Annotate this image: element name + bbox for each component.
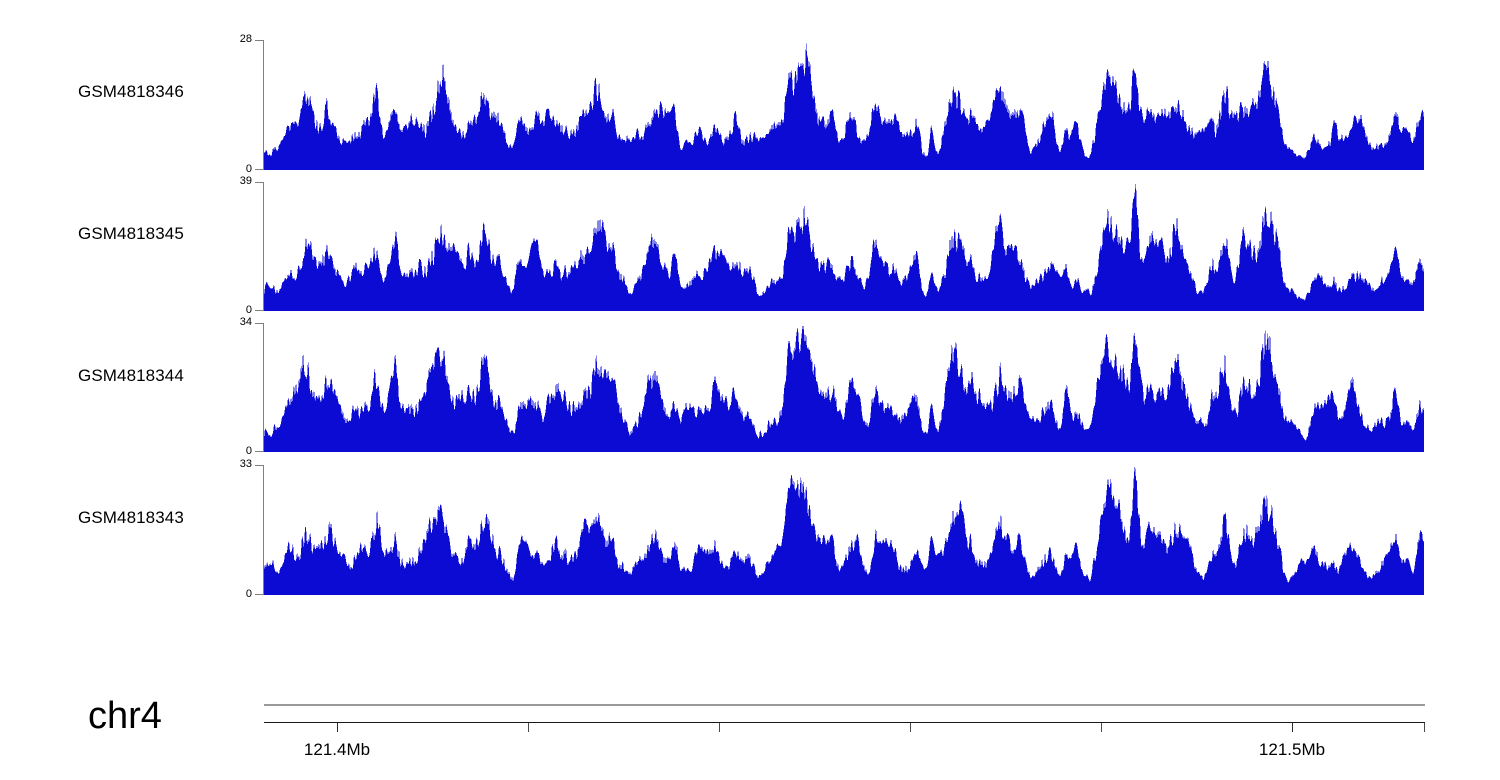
track-sample-label: GSM4818345	[78, 224, 184, 243]
axis-min-label: 0	[245, 304, 252, 316]
track-sample-label: GSM4818344	[78, 366, 184, 385]
axis-max-label: 33	[239, 458, 252, 470]
ruler-top-line	[264, 704, 1425, 706]
ruler-tick	[1424, 723, 1425, 732]
coverage-plot-area[interactable]	[264, 323, 1425, 452]
axis-max-label: 34	[239, 316, 252, 328]
axis-max-label: 39	[239, 175, 252, 187]
track-y-axis	[255, 465, 269, 595]
ruler-tick-label: 121.4Mb	[303, 740, 371, 759]
axis-min-label: 0	[245, 445, 252, 457]
axis-min-label: 0	[245, 588, 252, 600]
track-sample-label: GSM4818346	[78, 82, 184, 101]
axis-max-label: 28	[239, 33, 252, 45]
ruler-tick	[719, 723, 720, 732]
ruler-tick	[1292, 723, 1293, 732]
ruler-tick	[910, 723, 911, 732]
ruler-tick	[1101, 723, 1102, 732]
axis-min-label: 0	[245, 163, 252, 175]
track-y-axis	[255, 323, 269, 452]
coverage-plot-area[interactable]	[264, 465, 1425, 595]
chromosome-label: chr4	[88, 695, 162, 737]
track-y-axis	[255, 40, 269, 170]
track-sample-label: GSM4818343	[78, 508, 184, 527]
ruler-axis-line	[264, 722, 1425, 723]
ruler-tick	[337, 723, 338, 732]
ruler-tick	[528, 723, 529, 732]
coverage-plot-area[interactable]	[264, 182, 1425, 311]
coverage-plot-area[interactable]	[264, 40, 1425, 170]
ruler-tick-label: 121.5Mb	[1258, 740, 1326, 759]
track-y-axis	[255, 182, 269, 311]
